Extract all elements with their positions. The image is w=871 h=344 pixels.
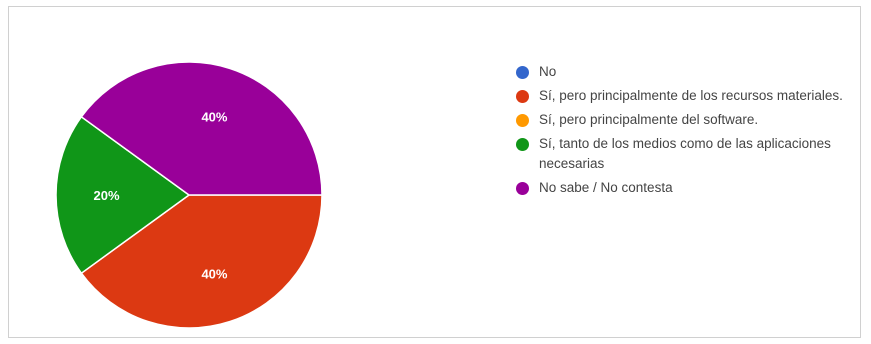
legend-label-software: Sí, pero principalmente del software. [539,112,759,127]
legend-swatch-medios-y-aplicaciones [516,138,529,151]
slice-label-medios-y-aplicaciones: 20% [94,188,120,203]
legend-item-software[interactable]: Sí, pero principalmente del software. [516,110,856,130]
legend-item-recursos-materiales[interactable]: Sí, pero principalmente de los recursos … [516,86,856,106]
legend-item-no[interactable]: No [516,62,856,82]
chart-legend: No Sí, pero principalmente de los recurso… [516,62,856,202]
legend-label-recursos-materiales: Sí, pero principalmente de los recursos … [539,88,843,103]
legend-swatch-software [516,114,529,127]
legend-label-medios-y-aplicaciones: Sí, tanto de los medios como de las apli… [539,136,831,171]
legend-label-no-sabe: No sabe / No contesta [539,180,673,195]
legend-item-medios-y-aplicaciones[interactable]: Sí, tanto de los medios como de las apli… [516,134,856,174]
legend-item-no-sabe[interactable]: No sabe / No contesta [516,178,856,198]
legend-swatch-no-sabe [516,182,529,195]
legend-label-no: No [539,64,557,79]
pie-slice-recursos-materiales[interactable] [80,194,323,329]
slice-label-recursos-materiales: 40% [201,266,227,281]
slice-label-no-sabe: 40% [201,110,227,125]
pie-slice-no-sabe[interactable] [80,61,323,196]
legend-swatch-recursos-materiales [516,90,529,103]
legend-swatch-no [516,66,529,79]
pie-slice-medios-y-aplicaciones[interactable] [55,115,191,275]
